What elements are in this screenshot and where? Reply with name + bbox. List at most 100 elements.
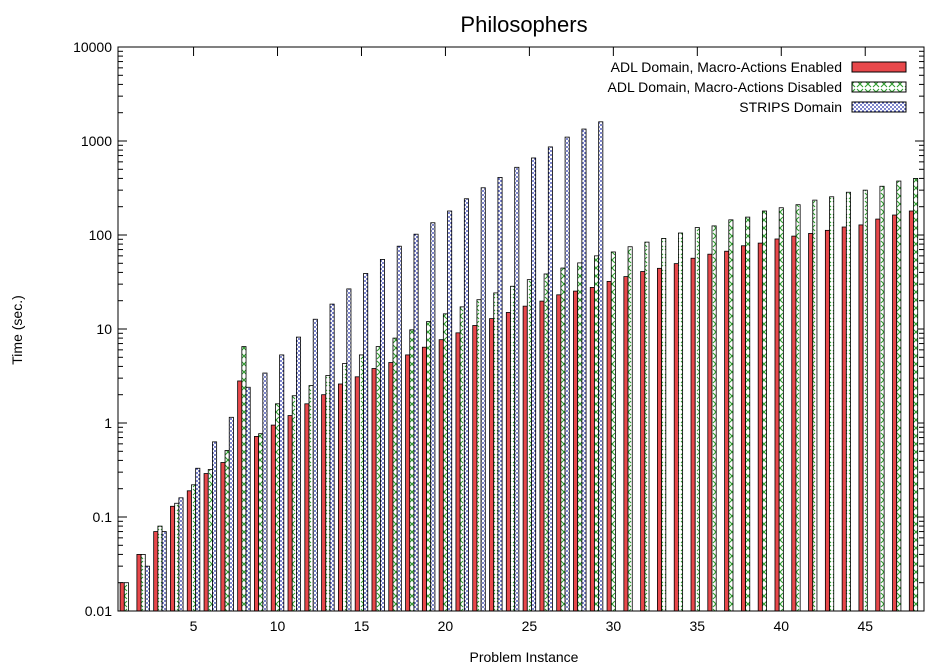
x-tick-label: 40: [773, 618, 789, 634]
bar-s2-x29: [594, 255, 600, 612]
bar-s2-x14: [342, 363, 348, 612]
bar-s3-x4: [178, 497, 184, 612]
bar-s1-x34: [673, 263, 679, 612]
bar-s2-x44: [845, 191, 851, 612]
bar-s2-x21: [459, 306, 465, 612]
bar-s1-x23: [489, 318, 495, 612]
bar-s1-x31: [623, 276, 629, 612]
bar-s2-x25: [526, 279, 532, 612]
x-tick-label: 5: [190, 618, 198, 634]
legend-swatch-3: [851, 101, 907, 113]
y-axis-title: Time (sec.): [9, 295, 25, 364]
bar-s2-x7: [224, 450, 230, 612]
bar-s2-x12: [308, 385, 314, 612]
bar-s1-x17: [388, 362, 394, 612]
bar-s1-x12: [304, 403, 310, 612]
bar-s1-x48: [908, 210, 914, 612]
bar-s3-x12: [312, 318, 318, 612]
bar-s3-x11: [296, 336, 302, 612]
bar-s1-x20: [438, 339, 444, 612]
bar-s2-x17: [392, 337, 398, 612]
x-tick-label: 10: [270, 618, 286, 634]
bar-s1-x15: [354, 376, 360, 612]
bar-s1-x3: [153, 531, 159, 612]
bar-s2-x27: [560, 267, 566, 612]
y-tick-label: 10000: [73, 39, 112, 55]
bar-s1-x30: [606, 280, 612, 612]
bar-s3-x16: [379, 259, 385, 612]
bar-s1-x29: [589, 287, 595, 612]
bar-s3-x5: [195, 467, 201, 612]
y-tick-label: 0.01: [85, 603, 112, 619]
bar-s2-x28: [577, 262, 583, 612]
bar-s2-x13: [325, 375, 331, 612]
legend-label-2: ADL Domain, Macro-Actions Disabled: [608, 79, 842, 95]
bar-s1-x21: [455, 332, 461, 612]
bar-s2-x30: [610, 251, 616, 612]
bar-s2-x39: [761, 210, 767, 612]
bar-s2-x42: [812, 199, 818, 612]
bar-s3-x20: [447, 210, 453, 612]
bar-s2-x15: [358, 354, 364, 612]
bar-s2-x19: [426, 321, 432, 612]
bar-s2-x10: [275, 403, 281, 612]
tick-labels: 0.01 0.1 1 10 100 1000 10000 5 10 15 20 25 30 35 40 45: [73, 39, 873, 634]
legend-label-3: STRIPS Domain: [739, 99, 842, 115]
bar-s1-x14: [337, 383, 343, 612]
bar-s2-x48: [913, 178, 919, 612]
bar-s2-x36: [711, 225, 717, 612]
bar-s1-x46: [875, 218, 881, 612]
y-tick-label: 10: [96, 321, 112, 337]
y-tick-label: 0.1: [93, 509, 113, 525]
x-tick-label: 15: [354, 618, 370, 634]
bar-s1-x28: [573, 290, 579, 612]
bar-s1-x5: [186, 490, 192, 612]
bar-s2-x33: [661, 238, 667, 612]
x-tick-label: 30: [606, 618, 622, 634]
x-tick-label: 45: [857, 618, 873, 634]
bar-s1-x26: [539, 300, 545, 612]
bar-s3-x23: [497, 176, 503, 612]
bar-s2-x20: [442, 313, 448, 612]
bar-s1-x25: [522, 305, 528, 612]
bar-s1-x6: [203, 473, 209, 612]
bar-s1-x44: [841, 226, 847, 612]
bar-s2-x35: [694, 227, 700, 612]
bar-s3-x25: [531, 157, 537, 612]
bar-s2-x22: [476, 299, 482, 612]
bar-s1-x27: [556, 294, 562, 612]
bar-s2-x47: [896, 180, 902, 612]
bars: [119, 121, 919, 612]
bar-s1-x41: [791, 235, 797, 612]
bar-s1-x9: [254, 436, 260, 612]
bar-s1-x10: [270, 424, 276, 612]
bar-s1-x38: [740, 245, 746, 612]
bar-s3-x22: [480, 187, 486, 612]
bar-s1-x43: [824, 229, 830, 612]
legend: ADL Domain, Macro-Actions Enabled ADL Dom…: [608, 59, 907, 115]
bar-s2-x26: [543, 273, 549, 612]
bar-s3-x24: [514, 166, 520, 612]
bar-s2-x18: [409, 329, 415, 612]
bar-s1-x11: [287, 415, 293, 612]
bar-s3-x14: [346, 288, 352, 612]
bar-s2-x1: [123, 582, 129, 612]
bar-s3-x7: [228, 416, 234, 612]
bar-s1-x40: [774, 238, 780, 612]
bar-s3-x13: [329, 303, 335, 612]
bar-s1-x37: [724, 250, 730, 612]
bar-s3-x6: [212, 441, 218, 612]
bar-s2-x45: [862, 189, 868, 612]
bar-s1-x22: [472, 325, 478, 612]
bar-s1-x33: [657, 267, 663, 612]
bar-s1-x47: [892, 214, 898, 612]
bar-s3-x26: [547, 146, 553, 612]
bar-s2-x4: [174, 502, 180, 612]
bar-s2-x23: [493, 292, 499, 612]
bar-s2-x46: [879, 185, 885, 612]
x-axis-title: Problem Instance: [470, 649, 579, 665]
legend-label-1: ADL Domain, Macro-Actions Enabled: [611, 59, 842, 75]
x-tick-label: 35: [690, 618, 706, 634]
bar-s1-x19: [421, 346, 427, 612]
legend-swatch-1: [851, 61, 907, 73]
